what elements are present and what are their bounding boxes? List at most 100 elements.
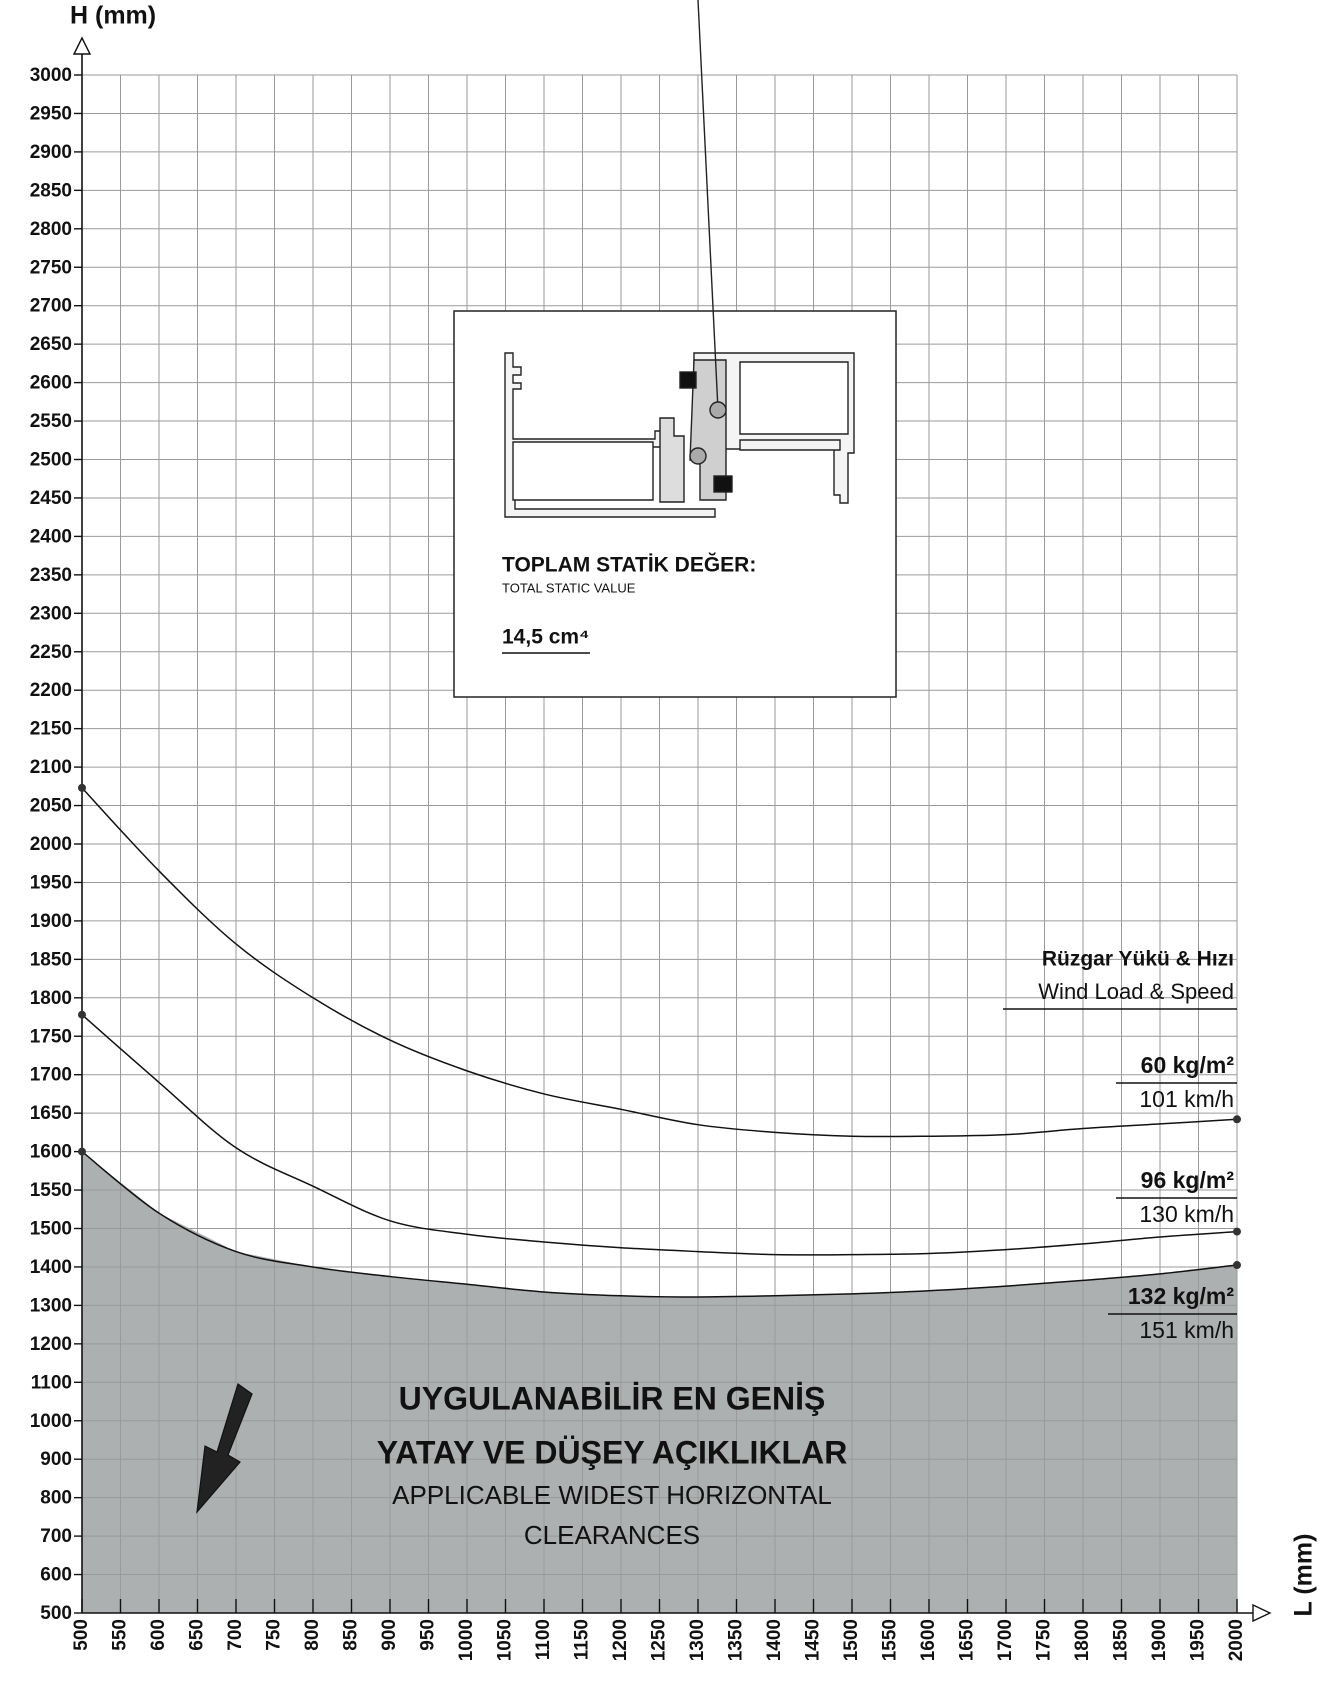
x-tick-label: 600 bbox=[148, 1619, 169, 1651]
y-tick-label: 1800 bbox=[30, 988, 72, 1009]
x-tick-label: 1050 bbox=[495, 1619, 516, 1661]
end-point bbox=[78, 1010, 86, 1019]
y-tick-label: 2400 bbox=[30, 526, 72, 547]
axis-arrow bbox=[1252, 1603, 1272, 1623]
y-tick-label: 1600 bbox=[30, 1142, 72, 1163]
x-tick-label: 1700 bbox=[995, 1619, 1016, 1661]
y-axis-title: H (mm) bbox=[70, 2, 156, 30]
y-tick-label: 1400 bbox=[30, 1257, 72, 1278]
y-tick-label: 1850 bbox=[30, 949, 72, 970]
annotation: CLEARANCES bbox=[524, 1520, 700, 1550]
y-tick-label: 2650 bbox=[30, 334, 72, 355]
y-tick-label: 1950 bbox=[30, 872, 72, 893]
y-tick-label: 2550 bbox=[30, 411, 72, 432]
legend-subtitle: Wind Load & Speed bbox=[1038, 979, 1234, 1004]
x-tick-label: 1300 bbox=[687, 1619, 708, 1661]
x-tick-label: 1950 bbox=[1188, 1619, 1209, 1661]
y-tick-label: 1700 bbox=[30, 1065, 72, 1086]
y-tick-label: 1650 bbox=[30, 1103, 72, 1124]
legend-label: 96 kg/m² bbox=[1141, 1167, 1235, 1193]
legend-speed: 130 km/h bbox=[1139, 1201, 1234, 1227]
x-tick-label: 1900 bbox=[1149, 1619, 1170, 1661]
y-tick-label: 2450 bbox=[30, 488, 72, 509]
y-tick-label: 1000 bbox=[30, 1411, 72, 1432]
y-tick-label: 2600 bbox=[30, 373, 72, 394]
x-tick-label: 1650 bbox=[957, 1619, 978, 1661]
x-tick-label: 850 bbox=[341, 1619, 362, 1651]
x-tick-label: 1100 bbox=[533, 1619, 554, 1660]
y-tick-label: 2700 bbox=[30, 296, 72, 317]
x-tick-label: 1600 bbox=[918, 1619, 939, 1661]
end-point bbox=[1233, 1115, 1241, 1124]
x-tick-label: 550 bbox=[110, 1619, 131, 1651]
y-tick-label: 2950 bbox=[30, 103, 72, 124]
y-tick-label: 1100 bbox=[31, 1372, 72, 1393]
x-tick-label: 500 bbox=[71, 1619, 92, 1651]
y-tick-label: 1750 bbox=[30, 1026, 72, 1047]
y-tick-label: 3000 bbox=[30, 65, 72, 86]
annotation: APPLICABLE WIDEST HORIZONTAL bbox=[392, 1480, 832, 1510]
x-tick-label: 1750 bbox=[1034, 1619, 1055, 1661]
y-tick-label: 2250 bbox=[30, 642, 72, 663]
end-point bbox=[78, 1147, 86, 1156]
y-tick-label: 2000 bbox=[30, 834, 72, 855]
y-tick-label: 1550 bbox=[30, 1180, 72, 1201]
series-line bbox=[81, 1014, 1238, 1256]
x-tick-label: 1500 bbox=[841, 1619, 862, 1661]
y-tick-label: 2150 bbox=[30, 719, 72, 740]
y-tick-label: 2900 bbox=[30, 142, 72, 163]
x-tick-label: 1550 bbox=[880, 1619, 901, 1661]
y-tick-label: 700 bbox=[40, 1526, 72, 1547]
x-tick-label: 1250 bbox=[649, 1619, 670, 1661]
y-tick-label: 2100 bbox=[30, 757, 72, 778]
inset: TOPLAM STATİK DEĞER: TOTAL STATIC VALUE … bbox=[453, 0, 897, 698]
x-tick-label: 750 bbox=[264, 1619, 285, 1651]
x-tick-label: 650 bbox=[187, 1619, 208, 1651]
inset-title: TOPLAM STATİK DEĞER: bbox=[502, 553, 756, 577]
y-tick-label: 1300 bbox=[30, 1295, 72, 1316]
annotation: UYGULANABİLİR EN GENİŞ bbox=[399, 1380, 826, 1416]
series-line bbox=[81, 1151, 1238, 1298]
x-tick-label: 1000 bbox=[456, 1619, 477, 1661]
y-tick-label: 900 bbox=[40, 1449, 72, 1470]
x-tick-label: 700 bbox=[225, 1619, 246, 1651]
y-tick-label: 2200 bbox=[30, 680, 72, 701]
arrow-icon bbox=[196, 1383, 253, 1514]
legend-speed: 151 km/h bbox=[1139, 1317, 1234, 1343]
inset-subtitle: TOTAL STATIC VALUE bbox=[502, 580, 636, 595]
profile-drawing bbox=[504, 0, 855, 518]
x-tick-label: 1350 bbox=[726, 1619, 747, 1661]
x-tick-label: 1450 bbox=[803, 1619, 824, 1661]
y-tick-label: 2800 bbox=[30, 219, 72, 240]
inset-value: 14,5 cm⁴ bbox=[502, 626, 589, 649]
end-point bbox=[1233, 1261, 1241, 1270]
x-axis-title: L (mm) bbox=[1290, 1534, 1318, 1617]
y-tick-label: 1500 bbox=[30, 1219, 72, 1240]
x-tick-label: 1150 bbox=[572, 1619, 593, 1660]
x-tick-label: 950 bbox=[418, 1619, 439, 1651]
end-point bbox=[1233, 1227, 1241, 1236]
y-tick-label: 1900 bbox=[30, 911, 72, 932]
y-tick-label: 1200 bbox=[30, 1334, 72, 1355]
x-tick-label: 1850 bbox=[1111, 1619, 1132, 1661]
x-tick-label: 1400 bbox=[764, 1619, 785, 1661]
end-point bbox=[78, 783, 86, 792]
x-tick-label: 1800 bbox=[1072, 1619, 1093, 1661]
x-tick-label: 800 bbox=[302, 1619, 323, 1651]
y-tick-label: 2850 bbox=[30, 180, 72, 201]
legend-label: 132 kg/m² bbox=[1128, 1283, 1234, 1309]
x-tick-label: 900 bbox=[379, 1619, 400, 1651]
x-tick-label: 2000 bbox=[1226, 1619, 1247, 1661]
legend-speed: 101 km/h bbox=[1139, 1086, 1234, 1112]
legend-label: 60 kg/m² bbox=[1141, 1052, 1235, 1078]
x-tick-label: 1200 bbox=[610, 1619, 631, 1661]
y-tick-label: 800 bbox=[40, 1488, 72, 1509]
y-tick-label: 2050 bbox=[30, 796, 72, 817]
series-line bbox=[81, 787, 1238, 1138]
legend-title: Rüzgar Yükü & Hızı bbox=[1042, 948, 1234, 971]
y-tick-label: 500 bbox=[40, 1603, 72, 1624]
annotation: YATAY VE DÜŞEY AÇIKLIKLAR bbox=[377, 1434, 848, 1470]
y-tick-label: 2300 bbox=[30, 603, 72, 624]
y-tick-label: 2500 bbox=[30, 450, 72, 471]
